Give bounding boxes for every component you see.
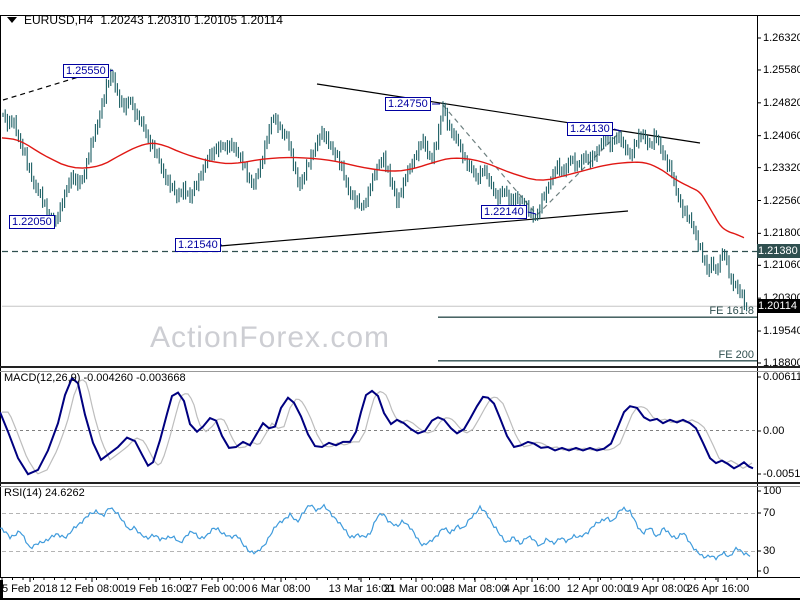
price-scale-label[interactable]: 1.21060 (763, 259, 800, 271)
time-scale-label[interactable]: 12 Feb 08:00 (59, 583, 125, 595)
time-scale-label[interactable]: 12 Apr 00:00 (566, 583, 630, 595)
time-scale-ticks (1, 577, 748, 582)
current-price-tag: 1.20114 (757, 299, 800, 313)
swing-price-label[interactable]: 1.22050 (9, 215, 55, 229)
trendlines[interactable] (2, 68, 701, 247)
rsi-indicator-label: RSI(14) 24.6262 (4, 487, 85, 499)
price-levels (2, 250, 757, 362)
macd-indicator-label: MACD(12,26,9) -0.004260 -0.003668 (4, 372, 186, 384)
time-scale-label[interactable]: 13 Mar 16:00 (328, 583, 394, 595)
chart-dropdown-icon[interactable] (7, 17, 17, 23)
time-scale-label[interactable]: 21 Mar 00:00 (383, 583, 449, 595)
fibonacci-expansion-200-label: FE 200 (718, 348, 754, 361)
time-scale-label[interactable]: 28 Mar 08:00 (442, 583, 508, 595)
price-scale-ticks (757, 37, 761, 572)
rsi-scale-label[interactable]: 70 (763, 507, 776, 519)
chart-title: EURUSD,H4 1.20243 1.20310 1.20105 1.2011… (7, 13, 283, 27)
price-scale-label[interactable]: 1.21800 (763, 227, 800, 239)
swing-price-label[interactable]: 1.21540 (175, 238, 221, 252)
price-scale-label[interactable]: 1.26320 (763, 32, 800, 44)
swing-price-label[interactable]: 1.25550 (63, 64, 109, 78)
price-scale-label[interactable]: 1.23320 (763, 162, 800, 174)
price-scale-label[interactable]: 1.24060 (763, 130, 800, 142)
swing-price-label[interactable]: 1.24130 (567, 122, 613, 136)
price-scale-label[interactable]: 1.22560 (763, 195, 800, 207)
panel-separators[interactable] (0, 366, 800, 578)
price-scale-label[interactable]: 1.25580 (763, 64, 800, 76)
symbol-title: EURUSD,H4 (24, 13, 94, 27)
watermark: ActionForex.com (149, 321, 391, 354)
macd-scale-label[interactable]: 0.006116 (763, 371, 800, 383)
macd-panel (0, 376, 757, 476)
time-scale-label[interactable]: 5 Feb 2018 (2, 583, 58, 595)
ohlc-values: 1.20243 1.20310 1.20105 1.20114 (100, 13, 283, 27)
rsi-scale-label[interactable]: 100 (763, 485, 782, 497)
time-scale-label[interactable]: 19 Feb 16:00 (123, 583, 189, 595)
moving-average-line (1, 137, 745, 239)
swing-label-connectors (109, 69, 622, 246)
time-scale-label[interactable]: 6 Mar 08:00 (251, 583, 311, 595)
time-scale-label[interactable]: 19 Apr 08:00 (626, 583, 690, 595)
macd-scale-label[interactable]: -0.005181 (763, 468, 800, 480)
macd-scale-label[interactable]: 0.00 (763, 425, 785, 437)
price-bars (2, 68, 748, 312)
time-scale-label[interactable]: 4 Apr 16:00 (503, 583, 561, 595)
rsi-scale-label[interactable]: 30 (763, 545, 776, 557)
swing-price-label[interactable]: 1.22140 (481, 205, 527, 219)
resistance-price-tag: 1.21380 (757, 244, 800, 258)
rsi-panel (0, 503, 757, 561)
price-scale-label[interactable]: 1.19540 (763, 325, 800, 337)
price-scale-label[interactable]: 1.18800 (763, 357, 800, 369)
rsi-scale-label[interactable]: 0 (763, 565, 770, 577)
time-scale-label[interactable]: 27 Feb 00:00 (185, 583, 251, 595)
price-scale-label[interactable]: 1.24820 (763, 97, 800, 109)
fibonacci-expansion-161-label: FE 161.8 (709, 305, 754, 318)
swing-price-label[interactable]: 1.24750 (385, 97, 431, 111)
time-scale-label[interactable]: 26 Apr 16:00 (686, 583, 750, 595)
